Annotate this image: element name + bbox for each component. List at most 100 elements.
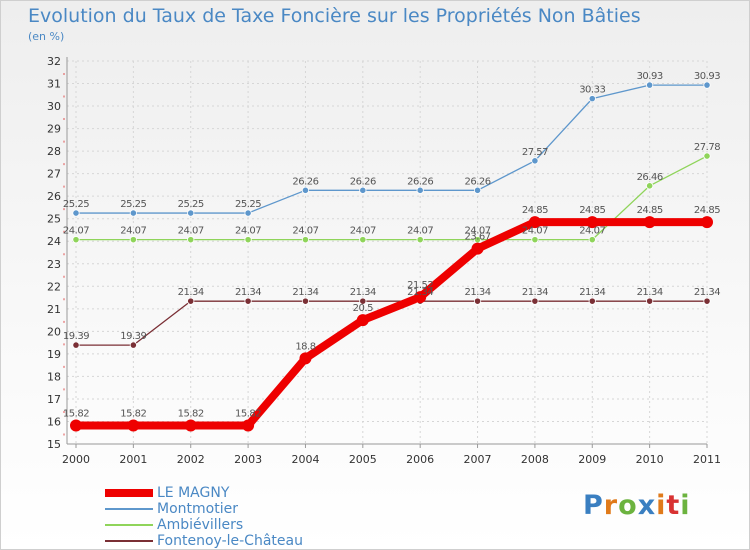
series-line-le-magny [72, 218, 711, 430]
data-point-montmotier [703, 81, 711, 89]
logo-letter: x [637, 490, 657, 521]
data-label-fontenoy-le-ch-teau: 21.34 [579, 287, 605, 298]
data-point-ambi-villers [416, 236, 424, 244]
data-point-le-magny [70, 419, 82, 432]
x-tick-label: 2011 [693, 453, 721, 466]
legend-swatch-montmotier [105, 508, 153, 510]
legend-label: Ambiévillers [157, 517, 244, 533]
data-label-ambi-villers: 24.07 [63, 226, 89, 237]
data-label-fontenoy-le-ch-teau: 19.39 [63, 331, 89, 342]
data-label-le-magny: 15.82 [178, 409, 204, 420]
y-tick-label: 15 [47, 438, 61, 451]
y-tick-label: 31 [47, 78, 61, 91]
data-point-montmotier [301, 186, 310, 194]
data-point-fontenoy-le-ch-teau [703, 297, 711, 305]
x-tick-label: 2006 [406, 453, 434, 466]
chart-title: Evolution du Taux de Taxe Foncière sur l… [28, 5, 641, 27]
x-tick-label: 2005 [349, 453, 377, 466]
legend-item-fontenoy: Fontenoy-le-Château [105, 533, 385, 549]
data-point-le-magny [586, 216, 599, 229]
data-point-fontenoy-le-ch-teau [129, 341, 137, 349]
logo-letter: i [656, 490, 667, 521]
data-label-fontenoy-le-ch-teau: 21.34 [235, 287, 261, 298]
data-label-le-magny: 15.82 [120, 409, 146, 420]
data-label-ambi-villers: 26.46 [637, 172, 663, 183]
logo-letter: r [603, 490, 619, 521]
logo-letter: P [583, 490, 604, 521]
data-label-le-magny: 24.85 [579, 205, 605, 216]
y-tick-label: 28 [47, 145, 61, 158]
data-point-fontenoy-le-ch-teau [359, 297, 367, 305]
data-point-fontenoy-le-ch-teau [244, 297, 252, 305]
y-tick-label: 32 [47, 55, 61, 68]
data-point-montmotier [187, 209, 195, 217]
series-points [70, 81, 713, 432]
data-point-montmotier [588, 95, 596, 103]
data-point-le-magny [643, 216, 656, 229]
data-label-le-magny: 15.82 [235, 409, 261, 420]
data-point-le-magny [414, 291, 427, 304]
data-label-ambi-villers: 24.07 [579, 226, 605, 237]
data-point-ambi-villers [301, 236, 310, 244]
y-tick-label: 26 [47, 190, 61, 203]
y-tick-label: 25 [47, 213, 61, 226]
x-tick-label: 2001 [119, 453, 147, 466]
series-line-montmotier [75, 84, 708, 214]
data-point-montmotier [244, 209, 252, 217]
data-label-fontenoy-le-ch-teau: 21.34 [522, 287, 548, 298]
data-label-ambi-villers: 24.07 [464, 226, 490, 237]
data-label-le-magny: 24.85 [522, 205, 548, 216]
data-label-montmotier: 27.57 [522, 147, 548, 158]
data-point-ambi-villers [646, 182, 654, 190]
data-point-le-magny [356, 314, 369, 327]
data-label-ambi-villers: 24.07 [350, 226, 376, 237]
data-label-fontenoy-le-ch-teau: 21.34 [350, 287, 376, 298]
data-point-le-magny [701, 216, 713, 229]
logo-letter: o [618, 490, 638, 521]
legend-swatch-le-magny [105, 489, 153, 497]
data-label-ambi-villers: 24.07 [120, 226, 146, 237]
data-point-fontenoy-le-ch-teau [473, 297, 482, 305]
data-label-ambi-villers: 24.07 [292, 226, 318, 237]
data-label-fontenoy-le-ch-teau: 21.34 [464, 287, 490, 298]
axes: 15 16 17 18 19 20 21 22 23 24 25 26 27 28 29 30 31 32 2000… [47, 55, 721, 466]
data-point-le-magny [528, 216, 541, 229]
y-tick-label: 20 [47, 325, 61, 338]
y-tick-label: 17 [47, 393, 61, 406]
data-point-le-magny [242, 419, 255, 432]
data-point-ambi-villers [531, 236, 539, 244]
x-tick-label: 2008 [521, 453, 549, 466]
data-label-ambi-villers: 24.07 [235, 226, 261, 237]
x-tick-label: 2003 [234, 453, 262, 466]
data-label-montmotier: 25.25 [235, 199, 261, 210]
data-label-fontenoy-le-ch-teau: 21.34 [407, 287, 433, 298]
legend-label: Fontenoy-le-Château [157, 533, 303, 549]
data-point-montmotier [72, 209, 80, 217]
data-point-fontenoy-le-ch-teau [72, 341, 80, 349]
data-label-montmotier: 26.26 [464, 176, 490, 187]
x-tick-label: 2009 [578, 453, 606, 466]
data-point-fontenoy-le-ch-teau [187, 297, 195, 305]
data-point-ambi-villers [129, 236, 137, 244]
y-tick-label: 16 [47, 415, 61, 428]
x-tick-label: 2007 [464, 453, 492, 466]
data-point-montmotier [473, 186, 482, 194]
data-point-ambi-villers [244, 236, 252, 244]
x-tick-label: 2002 [177, 453, 205, 466]
data-label-fontenoy-le-ch-teau: 21.34 [178, 287, 204, 298]
series-line-fontenoy-le-ch-teau [75, 300, 708, 346]
data-label-le-magny: 20.5 [353, 303, 373, 314]
data-point-montmotier [359, 186, 367, 194]
legend-label: LE MAGNY [157, 485, 230, 501]
data-point-montmotier [416, 186, 424, 194]
data-point-le-magny [127, 419, 140, 432]
logo-letter: t [666, 490, 681, 521]
data-label-le-magny: 15.82 [63, 409, 89, 420]
data-label-le-magny: 18.8 [295, 341, 315, 352]
data-point-ambi-villers [187, 236, 195, 244]
legend-item-montmotier: Montmotier [105, 501, 385, 517]
y-tick-label: 24 [47, 235, 61, 248]
data-label-le-magny: 21.52 [407, 280, 433, 291]
legend-swatch-ambievillers [105, 524, 153, 526]
